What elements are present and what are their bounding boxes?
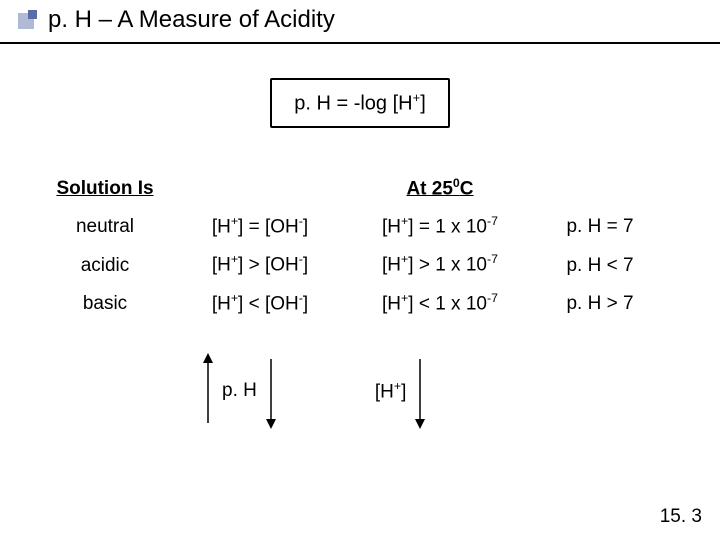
ph-op: < — [607, 255, 618, 276]
conc-exp: -7 — [487, 252, 498, 266]
h-post: ] — [401, 381, 406, 402]
conc-op: < — [419, 293, 430, 314]
row-label: neutral — [30, 216, 180, 238]
row-relation: [H+] > [OH-] — [180, 252, 340, 276]
rel-op: > — [249, 255, 260, 276]
arrow-up-icon — [200, 351, 216, 431]
arrows-row: p. H [H+] — [200, 351, 720, 431]
arrow-h-label: [H+] — [375, 379, 407, 403]
row-relation: [H+] = [OH-] — [180, 214, 340, 238]
formula-suffix: ] — [420, 93, 426, 115]
header-temp-text: At 25 — [406, 178, 452, 199]
table-row: basic [H+] < [OH-] [H+] < 1 x 10-7 p. H … — [30, 291, 690, 315]
ph-val: 7 — [623, 293, 634, 314]
header-temp: At 250C — [340, 176, 540, 200]
page-title: p. H – A Measure of Acidity — [48, 6, 335, 34]
formula-box: p. H = -log [H+] — [270, 78, 450, 128]
arrow-ph-label: p. H — [222, 380, 257, 402]
header-temp-suffix: C — [460, 178, 474, 199]
h-sup: + — [394, 379, 401, 393]
bullet-inner-icon — [28, 10, 37, 19]
conc-val: 1 x 10 — [435, 216, 487, 237]
row-label: basic — [30, 293, 180, 315]
ph-op: > — [607, 293, 618, 314]
row-ph: p. H > 7 — [540, 293, 660, 315]
conc-op: > — [419, 255, 430, 276]
conc-exp: -7 — [487, 214, 498, 228]
conc-op: = — [419, 216, 430, 237]
arrow-down-icon — [263, 351, 279, 431]
row-label: acidic — [30, 255, 180, 277]
arrow-down-icon — [412, 351, 428, 431]
row-relation: [H+] < [OH-] — [180, 291, 340, 315]
row-conc: [H+] > 1 x 10-7 — [340, 252, 540, 276]
rel-op: < — [249, 293, 260, 314]
formula-prefix: p. H = -log [H — [294, 93, 412, 115]
header-row: Solution Is At 250C — [30, 176, 690, 200]
row-conc: [H+] < 1 x 10-7 — [340, 291, 540, 315]
conc-val: 1 x 10 — [435, 255, 487, 276]
ph-val: 7 — [623, 255, 634, 276]
title-bar: p. H – A Measure of Acidity — [0, 0, 720, 44]
page-number: 15. 3 — [660, 506, 702, 528]
header-solution: Solution Is — [30, 178, 180, 200]
conc-exp: -7 — [487, 291, 498, 305]
arrow-ph: p. H — [200, 351, 279, 431]
table-row: neutral [H+] = [OH-] [H+] = 1 x 10-7 p. … — [30, 214, 690, 238]
row-ph: p. H = 7 — [540, 216, 660, 238]
h-pre: [H — [375, 381, 394, 402]
table-row: acidic [H+] > [OH-] [H+] > 1 x 10-7 p. H… — [30, 252, 690, 276]
rel-op: = — [249, 216, 260, 237]
bullet-icon — [18, 13, 34, 29]
row-conc: [H+] = 1 x 10-7 — [340, 214, 540, 238]
conc-val: 1 x 10 — [435, 293, 487, 314]
ph-op: = — [607, 216, 618, 237]
header-temp-sup: 0 — [453, 176, 460, 190]
arrow-h: [H+] — [369, 351, 429, 431]
table: Solution Is At 250C neutral [H+] = [OH-]… — [30, 176, 690, 315]
ph-val: 7 — [623, 216, 634, 237]
row-ph: p. H < 7 — [540, 255, 660, 277]
